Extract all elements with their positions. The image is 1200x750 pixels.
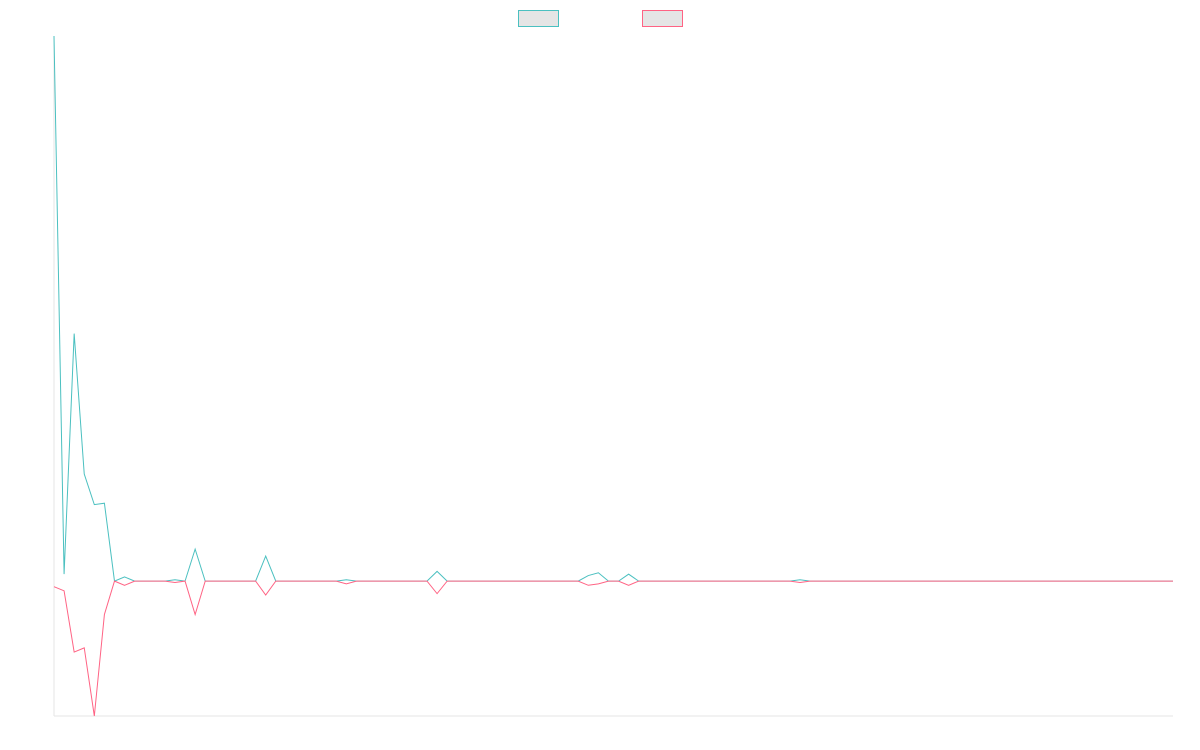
axes	[53, 36, 1173, 717]
legend-swatch-1[interactable]	[518, 10, 559, 27]
series-line-1	[53, 35, 1173, 582]
series-line-2	[53, 580, 1173, 717]
series-group	[53, 35, 1173, 717]
legend-swatch-2[interactable]	[642, 10, 683, 27]
legend	[518, 10, 683, 27]
